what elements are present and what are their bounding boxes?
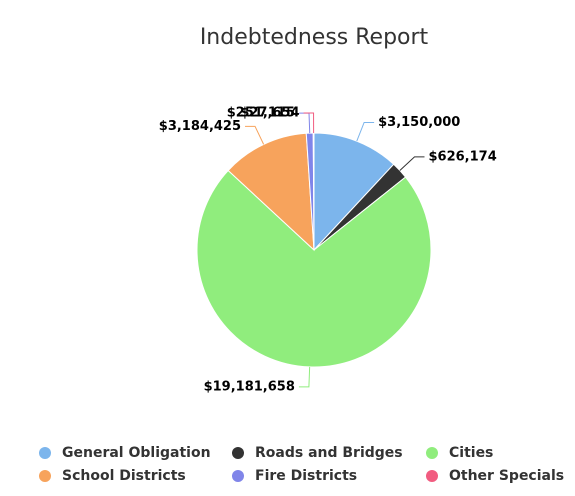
connector <box>245 125 265 145</box>
legend-marker[interactable] <box>39 470 51 482</box>
pie-slice <box>227 132 315 252</box>
data-label: $19,181,658 <box>204 379 295 394</box>
legend-text[interactable]: Roads and Bridges <box>255 445 403 461</box>
data-label: $27,654 <box>240 106 299 121</box>
legend-text[interactable]: Cities <box>449 445 493 461</box>
connector <box>298 366 311 388</box>
data-label: $626,174 <box>428 149 496 164</box>
data-label: $3,150,000 <box>378 115 460 130</box>
legend-text[interactable]: Other Specials <box>449 468 564 484</box>
pie-slice <box>313 132 395 252</box>
legend-marker[interactable] <box>232 470 244 482</box>
legend-text[interactable]: General Obligation <box>62 445 211 461</box>
chart-title: Indebtedness Report <box>200 25 429 50</box>
connector <box>303 112 315 134</box>
data-label: $251,115 <box>227 106 295 121</box>
data-label: $3,184,425 <box>159 119 241 134</box>
legend-marker[interactable] <box>39 447 51 459</box>
legend-text[interactable]: Fire Districts <box>255 468 357 484</box>
connector <box>399 156 425 171</box>
legend-marker[interactable] <box>426 470 438 482</box>
connector <box>356 121 375 142</box>
legend-marker[interactable] <box>426 447 438 459</box>
legend-text[interactable]: School Districts <box>62 468 186 484</box>
pie-slice <box>312 132 315 251</box>
connector <box>299 112 311 134</box>
legend-marker[interactable] <box>232 447 244 459</box>
